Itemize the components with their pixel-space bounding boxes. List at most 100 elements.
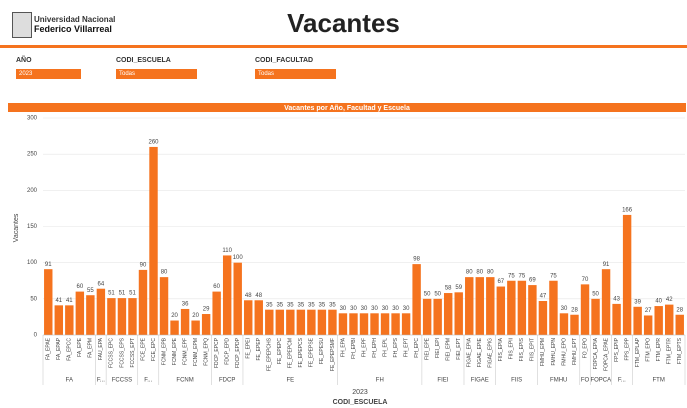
x-tick-label: FIIS_EPII [509,338,515,359]
group-label: FE [286,378,294,384]
value-label: 51 [129,291,136,297]
x-tick-label: FH_EPL [382,338,388,357]
x-tick-label: FMHU_EPT [572,338,578,365]
value-label: 91 [603,262,610,268]
value-label: 51 [108,291,115,297]
bar [286,309,295,335]
x-tick-label: FCCSS_EPT [130,338,136,367]
x-tick-label: FIGAE_EPIE [477,337,483,367]
bar [86,295,95,335]
bar [159,277,169,335]
bar [665,304,674,335]
filter[interactable]: AÑO 2023 [16,57,81,79]
bar [570,314,579,335]
value-label: 69 [529,278,536,284]
filter-value[interactable]: Todas [116,69,197,79]
bar [401,313,411,335]
value-label: 35 [287,302,294,308]
value-label: 30 [382,306,389,312]
x-tick-label: FA_EPAP [56,337,62,360]
bar [107,298,116,335]
value-label: 30 [561,306,568,312]
value-label: 58 [445,286,452,292]
value-label: 28 [676,307,683,313]
value-label: 30 [350,306,357,312]
bar [528,285,537,335]
x-tick-label: FPS_EPIP [614,337,620,362]
value-label: 40 [655,299,662,305]
x-tick-label: FMHU_EPM [540,338,546,366]
y-tick-label: 0 [34,333,38,339]
value-label: 80 [466,270,473,276]
value-label: 60 [76,284,83,290]
x-axis-label: CODI_ESCUELA [333,399,388,406]
x-tick-label: FE_EPESU [319,338,325,365]
filter[interactable]: CODI_FACULTAD Todas [255,57,336,79]
x-tick-label: FIEI_EPI [435,338,441,358]
bar [643,315,653,335]
x-tick-label: FIGAE_EPIA [467,337,473,367]
bar [507,280,516,335]
university-line2: Federico Villarreal [34,24,112,34]
group-label: FIIS [511,378,522,384]
x-tick-label: FH_EPA [340,337,346,357]
x-tick-label: FIEI_EPM [446,338,452,361]
x-tick-label: FE_EPEPCS [298,337,304,367]
bar [212,291,221,335]
value-label: 41 [55,298,62,304]
group-label: FTM [653,378,665,384]
bar [65,305,74,335]
x-tick-label: FE_EPEP [256,337,262,360]
x-tick-label: FMHU_EPO [561,338,567,366]
y-tick-label: 50 [30,296,37,302]
bar [370,313,379,335]
bar [475,277,484,335]
group-label: F... [144,378,152,384]
x-tick-label: FE_EPEPCHS [267,337,273,371]
group-label: FH [376,378,384,384]
filter-value[interactable]: Todas [255,69,336,79]
bar [359,313,369,335]
bar [612,303,621,335]
bar [96,288,106,335]
value-label: 42 [666,297,673,303]
x-tick-label: FIIS_EPIS [519,337,525,361]
x-tick-label: FE_EPEPSE [309,337,315,367]
x-tick-label: FIGAE_EPIG [488,338,494,368]
value-label: 30 [340,306,347,312]
header-line [0,45,687,48]
filter-value[interactable]: 2023 [16,69,81,79]
value-label: 80 [487,270,494,276]
group-label: FCCSS [112,378,132,384]
x-tick-label: FH_EPF [361,338,367,357]
x-tick-label: FCNM_EPF [182,338,188,365]
bar [496,286,506,335]
value-label: 41 [66,298,73,304]
bar [138,269,148,335]
x-tick-label: FTM_EPO [645,338,651,362]
value-label: 20 [192,313,199,319]
bar [307,309,316,335]
x-tick-label: FIIS_EPIA [498,337,504,361]
filter[interactable]: CODI_ESCUELA Todas [116,57,197,79]
x-tick-label: FCCSS_EPC [109,338,115,368]
x-tick-label: FOPCA_EPIA [593,337,599,369]
x-tick-label: FTM_EPTR [667,338,673,365]
bar [454,292,463,335]
value-label: 30 [403,306,410,312]
value-label: 59 [455,285,462,291]
x-tick-label: FIIS_EPIT [530,338,536,361]
x-tick-label: FTM_EPLAP [635,337,641,367]
bar [538,301,548,335]
x-tick-label: FE_EPEPC [277,338,283,365]
group-label: FOPCA [590,378,611,384]
page-title: Vacantes [287,8,400,38]
bar [328,309,337,335]
x-tick-label: FCNM_EPE [172,337,178,365]
value-label: 35 [319,302,326,308]
x-tick-label: FH_EPBI [351,338,357,359]
bar [412,264,421,335]
value-label: 80 [161,270,168,276]
value-label: 29 [203,307,210,313]
group-label: FIGAE [471,378,489,384]
